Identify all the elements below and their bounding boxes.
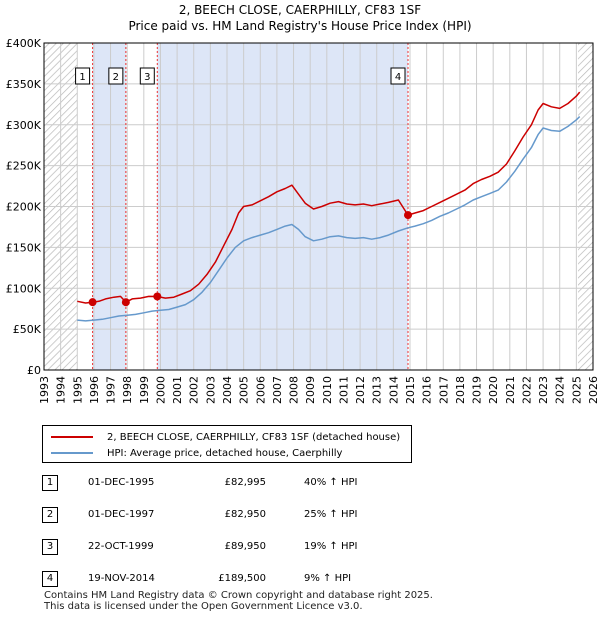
x-tick-label: 2024 — [554, 376, 567, 404]
chart-title-line1: 2, BEECH CLOSE, CAERPHILLY, CF83 1SF — [178, 3, 422, 17]
x-tick-label: 2009 — [304, 376, 317, 404]
sale-marker: 1 — [42, 475, 58, 491]
y-tick-label: £100K — [6, 282, 42, 295]
sale-date: 01-DEC-1997 — [88, 509, 155, 520]
sale-price: £189,500 — [218, 573, 266, 584]
footer-line2: This data is licensed under the Open Gov… — [44, 601, 363, 612]
x-tick-label: 2013 — [371, 376, 384, 404]
sale-marker: 4 — [42, 571, 58, 587]
x-tick-label: 1998 — [121, 376, 134, 404]
sale-point — [404, 211, 413, 220]
sale-badge-label: 3 — [144, 72, 150, 83]
sale-row: 4 19-NOV-2014 £189,500 9% ↑ HPI — [42, 568, 422, 600]
legend-swatch-price — [51, 436, 93, 438]
y-tick-label: £0 — [27, 364, 41, 377]
sale-hpi-diff: 19% ↑ HPI — [304, 541, 358, 552]
x-tick-label: 2017 — [437, 376, 450, 404]
chart-title: 2, BEECH CLOSE, CAERPHILLY, CF83 1SF Pri… — [0, 2, 600, 34]
sale-row: 1 01-DEC-1995 £82,995 40% ↑ HPI — [42, 472, 422, 504]
sale-badge-label: 1 — [79, 72, 85, 83]
x-tick-label: 2021 — [504, 376, 517, 404]
hpi-line — [77, 116, 581, 322]
sale-point — [121, 298, 130, 307]
footer-attribution: Contains HM Land Registry data © Crown c… — [44, 590, 433, 612]
x-tick-label: 1996 — [88, 376, 101, 404]
sale-badge-label: 4 — [395, 72, 401, 83]
sale-badge-label: 2 — [113, 72, 119, 83]
plot-frame — [43, 42, 594, 371]
sale-badge — [390, 67, 406, 85]
y-tick-label: £250K — [6, 160, 42, 173]
sale-hpi-diff: 25% ↑ HPI — [304, 509, 358, 520]
y-tick-label: £150K — [6, 241, 42, 254]
sale-badge — [75, 67, 91, 85]
x-tick-label: 2000 — [154, 376, 167, 404]
sale-point — [88, 298, 97, 307]
x-tick-label: 2004 — [221, 376, 234, 404]
sale-price: £82,950 — [224, 509, 266, 520]
y-tick-label: £200K — [6, 201, 42, 214]
x-tick-label: 1999 — [138, 376, 151, 404]
x-tick-label: 2020 — [487, 376, 500, 404]
sale-badge — [139, 67, 155, 85]
sale-date: 19-NOV-2014 — [88, 573, 155, 584]
x-tick-label: 1995 — [71, 376, 84, 404]
x-tick-label: 2010 — [321, 376, 334, 404]
sale-hpi-diff: 40% ↑ HPI — [304, 477, 358, 488]
sales-table: 1 01-DEC-1995 £82,995 40% ↑ HPI 2 01-DEC… — [42, 472, 422, 600]
legend-swatch-hpi — [51, 452, 93, 454]
chart-legend: 2, BEECH CLOSE, CAERPHILLY, CF83 1SF (de… — [42, 425, 412, 463]
x-tick-label: 2014 — [387, 376, 400, 404]
x-tick-label: 2001 — [171, 376, 184, 404]
sale-date: 01-DEC-1995 — [88, 477, 155, 488]
footer-line1: Contains HM Land Registry data © Crown c… — [44, 590, 433, 601]
x-tick-label: 2003 — [204, 376, 217, 404]
sale-date: 22-OCT-1999 — [88, 541, 154, 552]
sale-price: £82,995 — [224, 477, 266, 488]
x-tick-label: 2015 — [404, 376, 417, 404]
x-tick-label: 2016 — [421, 376, 434, 404]
x-tick-label: 2023 — [537, 376, 550, 404]
price-chart: 1 2 3 4 1993 1994 1995 1996 1997 1998 1999 2000 200… — [6, 37, 600, 404]
x-tick-label: 2011 — [337, 376, 350, 404]
y-tick-label: £50K — [13, 323, 42, 336]
sale-badge — [108, 67, 124, 85]
sale-point — [153, 292, 162, 301]
x-tick-label: 2008 — [288, 376, 301, 404]
x-tick-label: 2022 — [520, 376, 533, 404]
legend-label-price: 2, BEECH CLOSE, CAERPHILLY, CF83 1SF (de… — [107, 431, 401, 443]
x-tick-label: 2012 — [354, 376, 367, 404]
legend-item-price: 2, BEECH CLOSE, CAERPHILLY, CF83 1SF (de… — [51, 430, 400, 444]
sale-marker: 3 — [42, 539, 58, 555]
y-tick-label: £300K — [6, 119, 42, 132]
sale-marker: 2 — [42, 507, 58, 523]
legend-item-hpi: HPI: Average price, detached house, Caer… — [51, 446, 342, 460]
x-tick-label: 1994 — [55, 376, 68, 404]
x-tick-label: 2018 — [454, 376, 467, 404]
x-tick-label: 2006 — [254, 376, 267, 404]
sale-row: 2 01-DEC-1997 £82,950 25% ↑ HPI — [42, 504, 422, 536]
x-tick-label: 2007 — [271, 376, 284, 404]
y-tick-label: £350K — [6, 78, 42, 91]
x-tick-label: 2005 — [238, 376, 251, 404]
x-tick-label: 1993 — [38, 376, 51, 404]
chart-title-line2: Price paid vs. HM Land Registry's House … — [128, 19, 472, 33]
x-tick-label: 2025 — [570, 376, 583, 404]
x-tick-label: 1997 — [105, 376, 118, 404]
x-tick-label: 2002 — [188, 376, 201, 404]
sale-hpi-diff: 9% ↑ HPI — [304, 573, 352, 584]
x-tick-label: 2019 — [471, 376, 484, 404]
y-tick-label: £400K — [6, 37, 42, 50]
x-tick-label: 2026 — [587, 376, 600, 404]
sale-price: £89,950 — [224, 541, 266, 552]
sale-row: 3 22-OCT-1999 £89,950 19% ↑ HPI — [42, 536, 422, 568]
legend-label-hpi: HPI: Average price, detached house, Caer… — [107, 447, 343, 459]
